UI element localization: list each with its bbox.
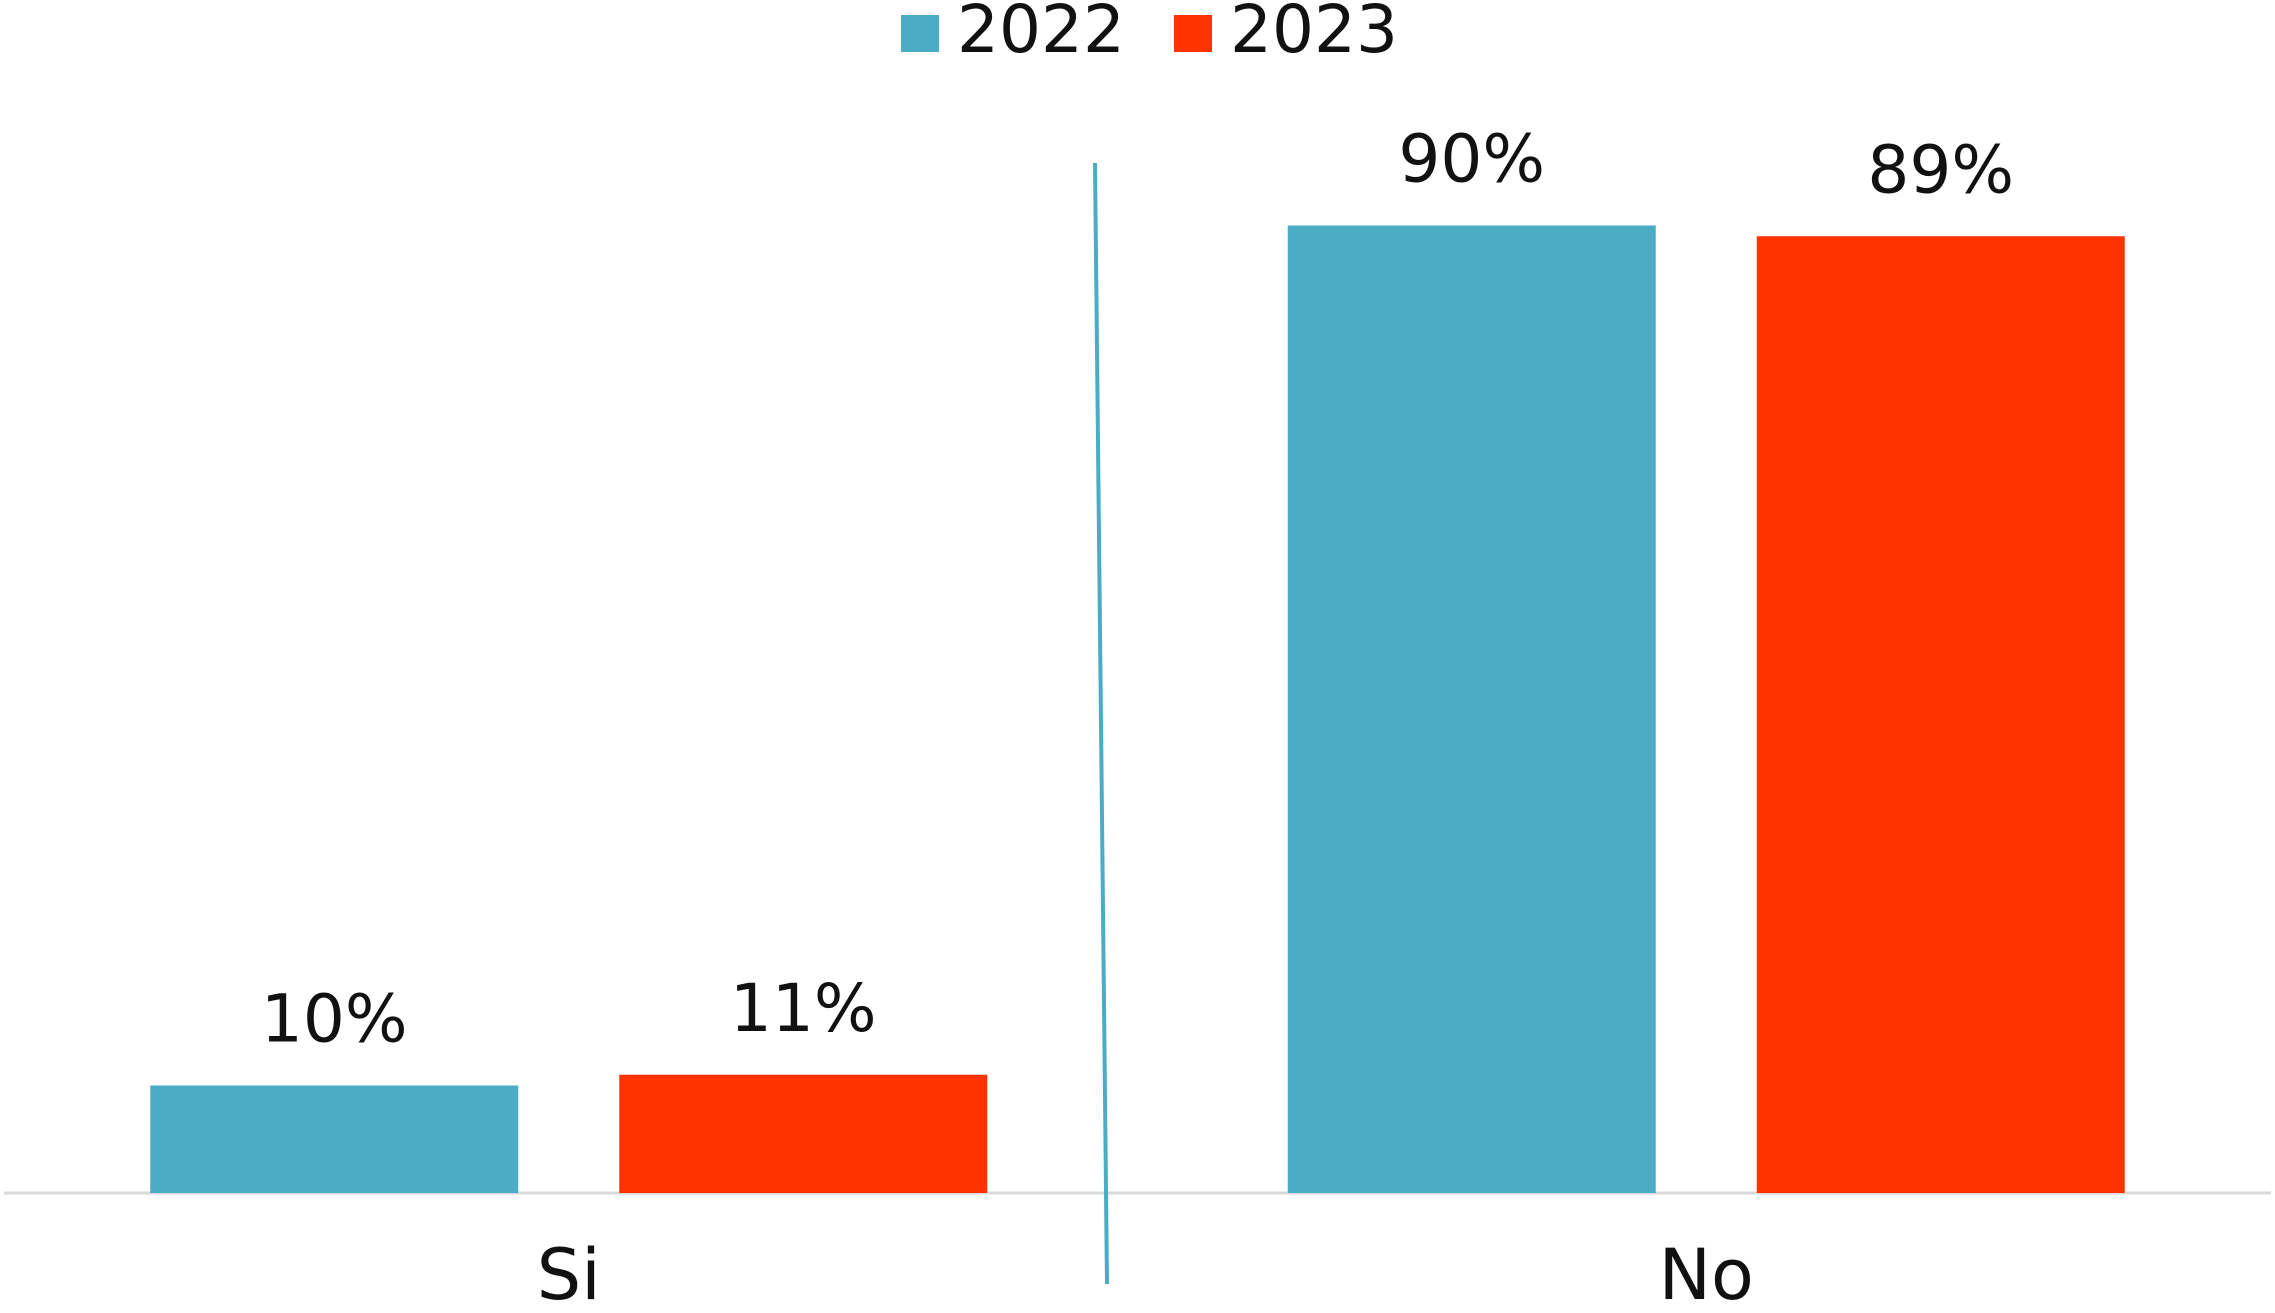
- x-tick-label: No: [1659, 1234, 1754, 1313]
- legend-swatch: [1174, 15, 1212, 52]
- data-label: 90%: [1398, 121, 1545, 198]
- data-label: 10%: [261, 981, 408, 1058]
- x-tick-label: Si: [537, 1234, 601, 1313]
- bar: [619, 1074, 988, 1193]
- divider: [1093, 162, 1109, 1285]
- legend-label: 2022: [957, 0, 1125, 68]
- bar: [1287, 225, 1656, 1193]
- data-label: 11%: [730, 970, 877, 1047]
- data-label: 89%: [1867, 131, 2014, 208]
- bar: [150, 1085, 519, 1193]
- bar: [1756, 236, 2125, 1193]
- legend-swatch: [901, 15, 939, 52]
- legend-label: 2023: [1230, 0, 1398, 68]
